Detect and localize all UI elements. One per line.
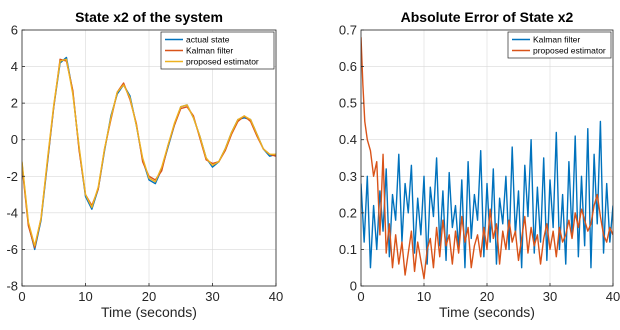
right-ytick-label-7: 0.7 xyxy=(339,23,357,38)
right-legend-label-0: Kalman filter xyxy=(533,35,580,45)
right-series-line-1 xyxy=(361,37,613,280)
left-ytick-label-3: -2 xyxy=(6,169,18,184)
right-ytick-label-4: 0.4 xyxy=(339,132,357,147)
right-ytick-label-0: 0 xyxy=(350,279,357,294)
right-ytick-label-2: 0.2 xyxy=(339,205,357,220)
right-series-line-0 xyxy=(361,120,613,269)
left-xtick-label-2: 20 xyxy=(142,289,156,304)
right-legend-label-1: proposed estimator xyxy=(533,46,606,56)
right-x-axis-label: Time (seconds) xyxy=(439,304,535,320)
right-ytick-label-5: 0.5 xyxy=(339,96,357,111)
right-legend-box xyxy=(507,31,612,59)
right-xtick-label-3: 30 xyxy=(543,289,557,304)
right-xtick-label-4: 40 xyxy=(606,289,620,304)
left-legend-label-1: Kalman filter xyxy=(186,46,233,56)
left-xtick-label-0: 0 xyxy=(18,289,25,304)
left-xtick-label-4: 40 xyxy=(269,289,283,304)
right-ytick-label-1: 0.1 xyxy=(339,242,357,257)
left-ytick-label-6: 4 xyxy=(11,59,18,74)
left-ytick-label-5: 2 xyxy=(11,96,18,111)
right-xtick-label-1: 10 xyxy=(417,289,431,304)
left-legend-label-2: proposed estimator xyxy=(186,57,259,67)
left-x-axis-label: Time (seconds) xyxy=(101,304,197,320)
right-xtick-label-0: 0 xyxy=(357,289,364,304)
left-chart: 0 10 20 30 40 -8 -6 -4 -2 0 2 4 6 State x2 of the sys… xyxy=(6,9,283,320)
left-ytick-label-1: -6 xyxy=(6,242,18,257)
left-legend-label-0: actual state xyxy=(186,35,230,45)
right-ytick-label-3: 0.3 xyxy=(339,169,357,184)
left-xtick-label-1: 10 xyxy=(78,289,92,304)
left-series-line-2 xyxy=(22,58,276,247)
right-ytick-label-6: 0.6 xyxy=(339,59,357,74)
left-ytick-label-2: -4 xyxy=(6,205,18,220)
left-chart-title: State x2 of the system xyxy=(75,9,223,25)
left-ytick-label-0: -8 xyxy=(6,279,18,294)
left-xtick-label-3: 30 xyxy=(205,289,219,304)
left-ytick-label-7: 6 xyxy=(11,23,18,38)
right-chart: 0 10 20 30 40 0 0.1 0.2 0.3 0.4 0.5 0.6 0.7 Absolute … xyxy=(339,9,620,320)
left-ytick-label-4: 0 xyxy=(11,132,18,147)
left-series-group xyxy=(22,56,276,251)
right-xtick-label-2: 20 xyxy=(480,289,494,304)
right-series-group xyxy=(361,37,613,280)
right-chart-title: Absolute Error of State x2 xyxy=(401,9,574,25)
